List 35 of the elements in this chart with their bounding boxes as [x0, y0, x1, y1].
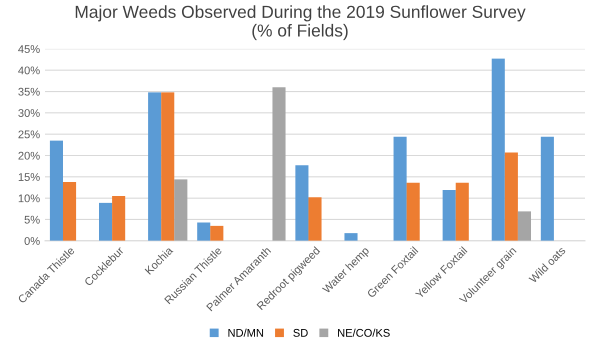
bar [456, 182, 469, 241]
legend-label: ND/MN [228, 328, 264, 337]
legend-label: SD [293, 328, 308, 337]
bar [295, 165, 308, 241]
bar [344, 233, 358, 241]
bar [210, 226, 224, 241]
bar [148, 92, 162, 241]
bar [50, 140, 63, 241]
legend-label: NE/CO/KS [338, 328, 390, 337]
bar [492, 58, 505, 241]
bar [308, 197, 322, 241]
bar [272, 87, 286, 241]
bar [518, 211, 531, 241]
y-tick-label: 40% [18, 66, 40, 74]
y-tick-label: 30% [18, 109, 40, 117]
y-tick-label: 20% [18, 152, 40, 160]
chart-title: Major Weeds Observed During the 2019 Sunflower Survey (% of Fields) [76, 5, 526, 40]
y-tick-label: 0% [24, 237, 40, 245]
y-tick-label: 10% [18, 194, 40, 202]
bar [174, 179, 188, 241]
bar [540, 136, 554, 241]
y-tick-label: 35% [18, 88, 40, 96]
bar [161, 92, 174, 241]
bar [504, 152, 518, 241]
bar [99, 202, 112, 241]
bar [112, 196, 126, 241]
bar [394, 136, 407, 241]
bar [406, 182, 420, 241]
y-tick-label: 45% [18, 45, 40, 53]
bar [197, 222, 210, 241]
y-tick-label: 5% [24, 216, 40, 224]
y-tick-label: 15% [18, 173, 40, 181]
bar [63, 182, 76, 241]
y-tick-label: 25% [18, 130, 40, 138]
bar [442, 190, 456, 241]
